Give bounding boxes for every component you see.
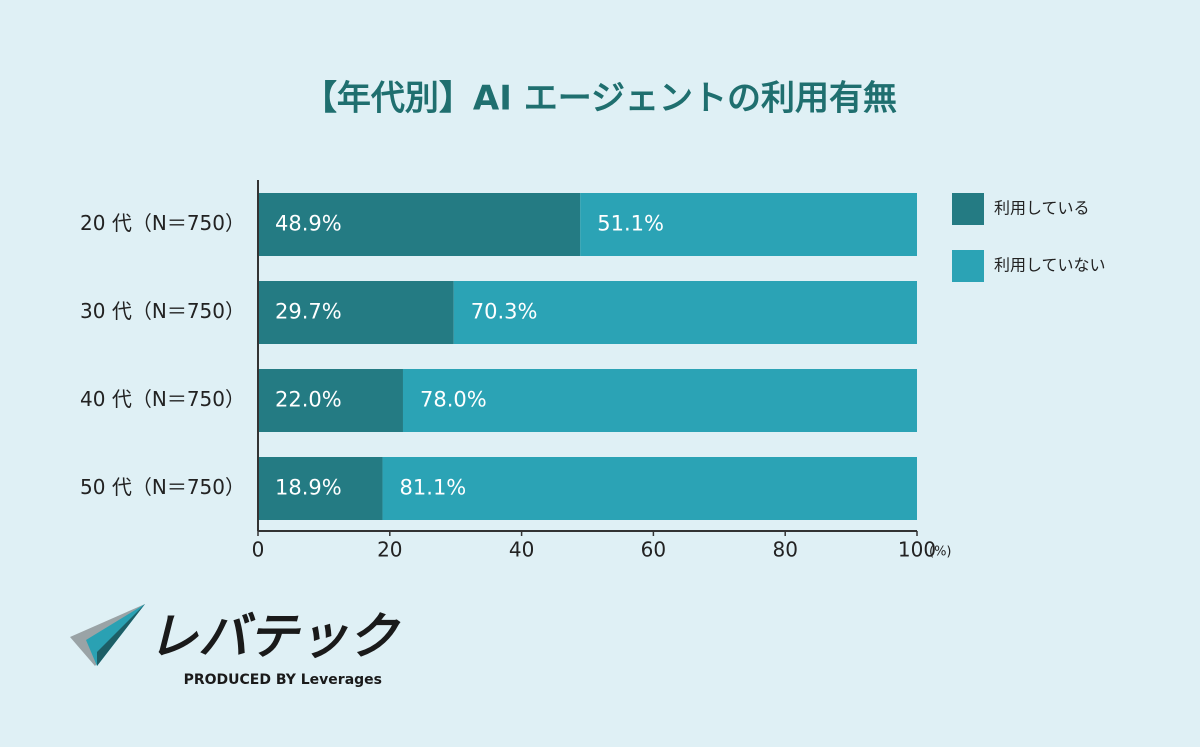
logo-mark <box>97 604 145 666</box>
legend-swatch <box>952 193 984 225</box>
bar-segment <box>258 281 454 344</box>
x-unit: (%) <box>929 545 952 560</box>
logo-tagline: PRODUCED BY Leverages <box>184 672 382 688</box>
bar-segment <box>258 193 581 256</box>
x-tick-label: 60 <box>641 538 666 562</box>
x-tick-label: 80 <box>772 538 797 562</box>
logo-name: レバテック <box>148 608 401 666</box>
bar-segment <box>258 369 403 432</box>
y-tick-label: 50 代（N＝750） <box>80 475 245 499</box>
x-tick-label: 40 <box>509 538 534 562</box>
value-label: 51.1% <box>597 212 664 236</box>
y-tick-label: 20 代（N＝750） <box>80 211 245 235</box>
bar-segment <box>402 369 918 432</box>
x-tick-label: 100 <box>898 538 936 562</box>
legend-swatch <box>952 250 984 282</box>
value-label: 29.7% <box>275 300 342 324</box>
bar-segment <box>258 457 383 520</box>
value-label: 48.9% <box>275 212 342 236</box>
logo: レバテック PRODUCED BY Leverages <box>70 604 401 688</box>
y-tick-label: 30 代（N＝750） <box>80 299 245 323</box>
y-tick-label: 40 代（N＝750） <box>80 387 245 411</box>
value-label: 78.0% <box>420 388 487 412</box>
chart-title: 【年代別】AI エージェントの利用有無 <box>303 79 897 119</box>
value-label: 22.0% <box>275 388 342 412</box>
value-label: 81.1% <box>400 476 467 500</box>
x-tick-label: 0 <box>252 538 265 562</box>
legend-label: 利用している <box>994 199 1090 218</box>
x-tick-label: 20 <box>377 538 402 562</box>
bar-segment <box>580 193 917 256</box>
bar-segment <box>382 457 917 520</box>
value-label: 18.9% <box>275 476 342 500</box>
value-label: 70.3% <box>471 300 538 324</box>
bar-segment <box>453 281 917 344</box>
legend-label: 利用していない <box>994 256 1106 275</box>
